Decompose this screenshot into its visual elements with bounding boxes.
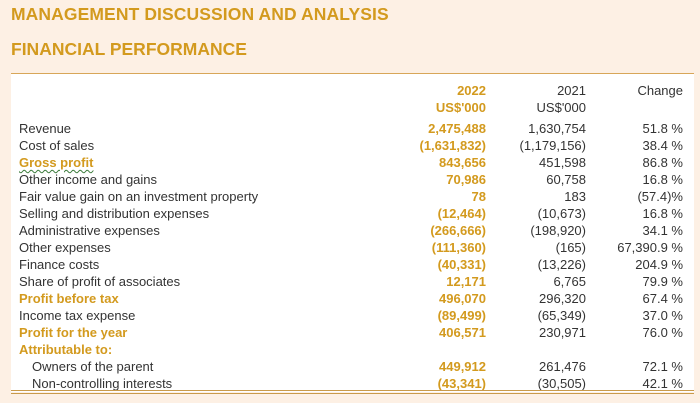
value-2022: (89,499)	[437, 308, 486, 323]
value-2022: 70,986	[446, 172, 486, 187]
table-row-cost-of-sales: Cost of sales (1,631,832) (1,179,156) 38…	[0, 137, 700, 154]
table-row-income-tax: Income tax expense (89,499) (65,349) 37.…	[0, 307, 700, 324]
table-row-profit-before-tax: Profit before tax 496,070 296,320 67.4 %	[0, 290, 700, 307]
row-label: Revenue	[19, 121, 72, 136]
value-2022: 406,571	[439, 325, 486, 340]
row-label: Fair value gain on an investment propert…	[19, 189, 259, 204]
value-2022: 496,070	[439, 291, 486, 306]
value-2021: 230,971	[539, 325, 586, 340]
value-2021: (165)	[555, 240, 586, 255]
value-2021: 261,476	[539, 359, 586, 374]
table-row-revenue: Revenue 2,475,488 1,630,754 51.8 %	[0, 120, 700, 137]
table-row-finance-costs: Finance costs (40,331) (13,226) 204.9 %	[0, 256, 700, 273]
row-label: Selling and distribution expenses	[19, 206, 210, 221]
value-2021: (30,505)	[537, 376, 586, 391]
row-label: Cost of sales	[19, 138, 95, 153]
value-change: 67,390.9 %	[617, 240, 683, 255]
value-change: 16.8 %	[642, 206, 683, 221]
value-2021: 451,598	[539, 155, 586, 170]
row-label: Owners of the parent	[32, 359, 154, 374]
table-row-selling-distribution: Selling and distribution expenses (12,46…	[0, 205, 700, 222]
value-2022: (40,331)	[437, 257, 486, 272]
col-2022-year: 2022	[457, 83, 486, 98]
row-label: Attributable to:	[19, 342, 113, 357]
value-2021: (198,920)	[530, 223, 586, 238]
row-label: Share of profit of associates	[19, 274, 181, 289]
row-label: Administrative expenses	[19, 223, 160, 238]
col-2021-unit: US$'000	[536, 100, 586, 115]
value-2022: (1,631,832)	[419, 138, 487, 153]
value-change: 79.9 %	[642, 274, 683, 289]
table-row-gross-profit: Gross profit 843,656 451,598 86.8 %	[0, 154, 700, 171]
value-2022: (266,666)	[430, 223, 486, 238]
row-label: Income tax expense	[19, 308, 136, 323]
row-label: Profit for the year	[19, 325, 128, 340]
row-label: Finance costs	[19, 257, 100, 272]
value-change: 38.4 %	[642, 138, 683, 153]
value-2021: 60,758	[546, 172, 586, 187]
col-change-header: Change	[637, 83, 683, 98]
value-change: 72.1 %	[642, 359, 683, 374]
row-label: Profit before tax	[19, 291, 119, 306]
table-row-share-of-profit: Share of profit of associates 12,171 6,7…	[0, 273, 700, 290]
value-change: 67.4 %	[642, 291, 683, 306]
value-2021: (10,673)	[537, 206, 586, 221]
row-label: Non-controlling interests	[32, 376, 173, 391]
table-bottom-rule-1	[11, 390, 694, 392]
table-row-fair-value-gain: Fair value gain on an investment propert…	[0, 188, 700, 205]
row-label: Other income and gains	[19, 172, 158, 187]
value-2022: (12,464)	[437, 206, 486, 221]
value-2021: 1,630,754	[528, 121, 586, 136]
value-change: 204.9 %	[635, 257, 683, 272]
financial-table: Revenue 2,475,488 1,630,754 51.8 % Cost …	[0, 120, 700, 392]
value-2022: 2,475,488	[428, 121, 486, 136]
table-bottom-rule-2	[11, 393, 694, 395]
value-2022: 12,171	[446, 274, 486, 289]
value-2022: 843,656	[439, 155, 486, 170]
value-change: 16.8 %	[642, 172, 683, 187]
col-2022-unit: US$'000	[435, 100, 486, 115]
value-change: 34.1 %	[642, 223, 683, 238]
table-row-non-controlling: Non-controlling interests (43,341) (30,5…	[0, 375, 700, 392]
value-2022: 449,912	[439, 359, 486, 374]
value-2021: (65,349)	[537, 308, 586, 323]
table-row-other-expenses: Other expenses (111,360) (165) 67,390.9 …	[0, 239, 700, 256]
table-row-attributable-to: Attributable to:	[0, 341, 700, 358]
value-2021: (13,226)	[537, 257, 586, 272]
table-row-profit-for-year: Profit for the year 406,571 230,971 76.0…	[0, 324, 700, 341]
row-label: Other expenses	[19, 240, 111, 255]
table-top-rule	[11, 73, 694, 74]
col-2021-year: 2021	[557, 83, 586, 98]
value-2022: (111,360)	[431, 240, 486, 255]
value-change: 42.1 %	[642, 376, 683, 391]
value-change: (57.4)%	[637, 189, 683, 204]
value-2022: 78	[471, 189, 486, 204]
value-change: 37.0 %	[642, 308, 683, 323]
table-row-other-income: Other income and gains 70,986 60,758 16.…	[0, 171, 700, 188]
financial-table-panel	[11, 74, 694, 392]
value-change: 76.0 %	[642, 325, 683, 340]
table-row-administrative: Administrative expenses (266,666) (198,9…	[0, 222, 700, 239]
value-2021: 296,320	[539, 291, 586, 306]
section-heading: MANAGEMENT DISCUSSION AND ANALYSIS	[11, 4, 389, 24]
value-change: 86.8 %	[642, 155, 683, 170]
value-2021: 6,765	[553, 274, 586, 289]
table-row-owners-of-parent: Owners of the parent 449,912 261,476 72.…	[0, 358, 700, 375]
row-label: Gross profit	[19, 155, 94, 170]
value-2021: (1,179,156)	[519, 138, 587, 153]
value-2022: (43,341)	[437, 376, 486, 391]
value-2021: 183	[564, 189, 586, 204]
subsection-heading: FINANCIAL PERFORMANCE	[11, 39, 247, 59]
value-change: 51.8 %	[642, 121, 683, 136]
